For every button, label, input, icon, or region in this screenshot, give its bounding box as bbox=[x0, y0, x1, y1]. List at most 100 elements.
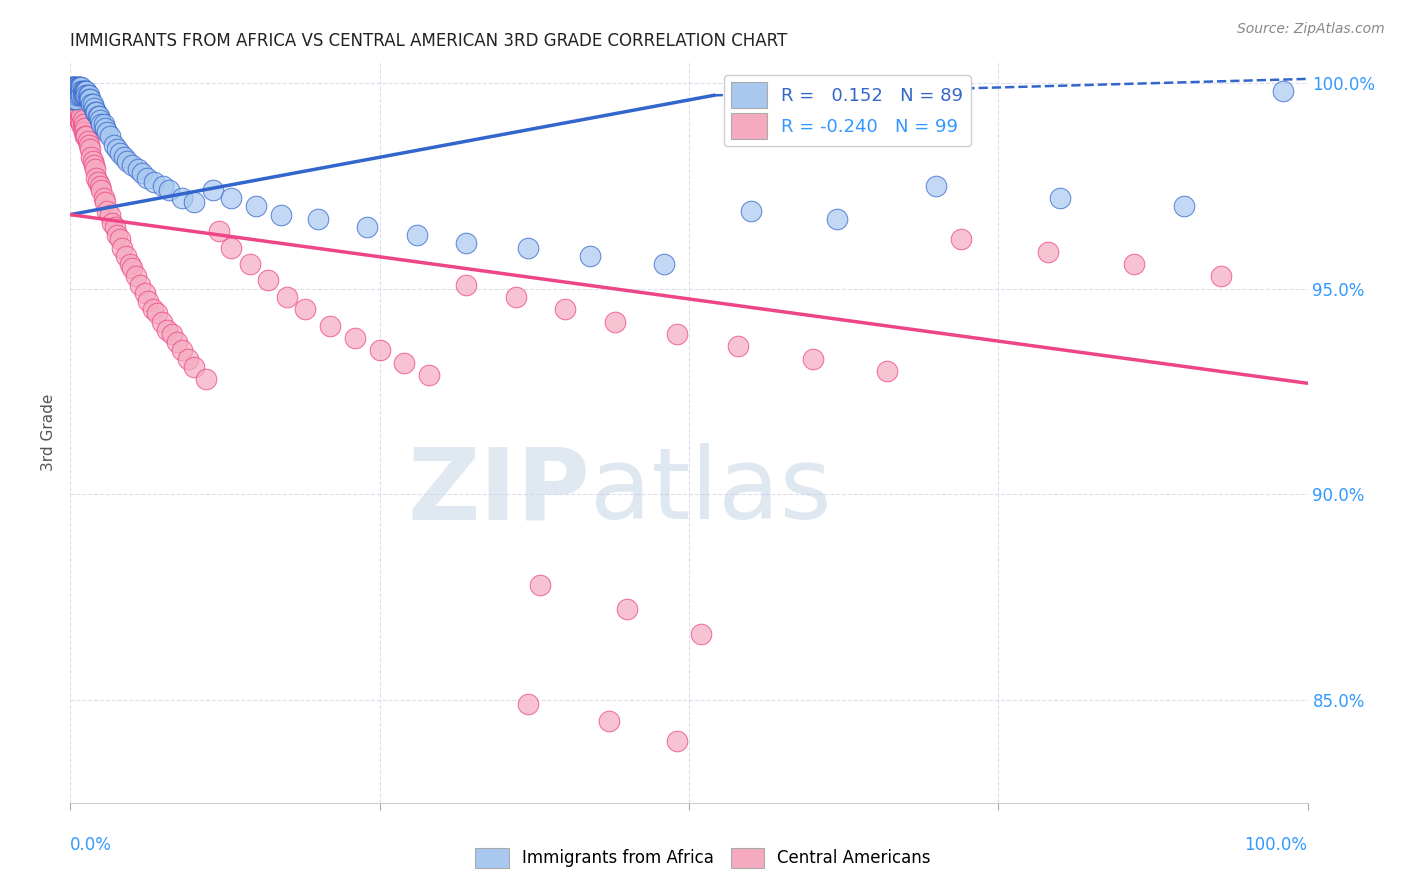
Point bbox=[65, 96, 87, 111]
Point bbox=[63, 80, 86, 95]
Point bbox=[62, 92, 84, 106]
Point bbox=[529, 578, 551, 592]
Point bbox=[76, 134, 98, 148]
Point bbox=[418, 368, 440, 382]
Point bbox=[690, 627, 713, 641]
Point bbox=[63, 88, 86, 103]
Point bbox=[93, 117, 115, 131]
Point bbox=[75, 88, 97, 103]
Point bbox=[73, 84, 96, 98]
Point bbox=[131, 167, 153, 181]
Point bbox=[69, 104, 91, 119]
Point bbox=[665, 326, 688, 341]
Point bbox=[456, 236, 478, 251]
Point bbox=[62, 88, 84, 103]
Text: atlas: atlas bbox=[591, 443, 831, 541]
Point bbox=[75, 84, 97, 98]
Point bbox=[160, 326, 183, 341]
Point bbox=[98, 129, 121, 144]
Point bbox=[65, 88, 87, 103]
Text: 0.0%: 0.0% bbox=[70, 836, 112, 855]
Point bbox=[65, 92, 87, 106]
Point bbox=[115, 154, 138, 169]
Point bbox=[69, 113, 91, 128]
Point bbox=[76, 88, 98, 103]
Point bbox=[103, 137, 125, 152]
Point bbox=[69, 84, 91, 98]
Point bbox=[86, 109, 108, 123]
Point bbox=[73, 125, 96, 139]
Point bbox=[128, 277, 150, 292]
Point bbox=[170, 343, 193, 358]
Point bbox=[70, 117, 93, 131]
Point bbox=[294, 302, 316, 317]
Point bbox=[170, 191, 193, 205]
Point bbox=[79, 92, 101, 106]
Point bbox=[63, 80, 86, 95]
Point bbox=[307, 211, 329, 226]
Point bbox=[67, 101, 90, 115]
Point bbox=[152, 178, 174, 193]
Point bbox=[108, 145, 131, 160]
Point bbox=[598, 714, 620, 728]
Point bbox=[65, 88, 87, 103]
Point bbox=[66, 96, 89, 111]
Point bbox=[70, 109, 93, 123]
Point bbox=[67, 113, 90, 128]
Point bbox=[60, 88, 83, 103]
Text: ZIP: ZIP bbox=[408, 443, 591, 541]
Point bbox=[208, 224, 231, 238]
Point bbox=[72, 113, 94, 128]
Point bbox=[65, 84, 87, 98]
Point bbox=[62, 84, 84, 98]
Text: 100.0%: 100.0% bbox=[1244, 836, 1308, 855]
Point bbox=[740, 203, 762, 218]
Point bbox=[66, 109, 89, 123]
Point bbox=[75, 129, 97, 144]
Point bbox=[62, 80, 84, 95]
Point bbox=[69, 88, 91, 103]
Point bbox=[62, 92, 84, 106]
Point bbox=[63, 92, 86, 106]
Point bbox=[65, 80, 87, 95]
Legend: R =   0.152   N = 89, R = -0.240   N = 99: R = 0.152 N = 89, R = -0.240 N = 99 bbox=[724, 75, 970, 146]
Point bbox=[239, 257, 262, 271]
Point bbox=[195, 372, 218, 386]
Point bbox=[115, 249, 138, 263]
Point bbox=[86, 175, 108, 189]
Point bbox=[89, 113, 111, 128]
Point bbox=[66, 84, 89, 98]
Point bbox=[80, 96, 103, 111]
Point bbox=[146, 306, 169, 320]
Point bbox=[368, 343, 391, 358]
Point bbox=[65, 84, 87, 98]
Text: IMMIGRANTS FROM AFRICA VS CENTRAL AMERICAN 3RD GRADE CORRELATION CHART: IMMIGRANTS FROM AFRICA VS CENTRAL AMERIC… bbox=[70, 32, 787, 50]
Point bbox=[876, 364, 898, 378]
Point bbox=[112, 150, 135, 164]
Point bbox=[142, 302, 165, 317]
Point bbox=[63, 96, 86, 111]
Point bbox=[62, 88, 84, 103]
Point bbox=[125, 269, 148, 284]
Point bbox=[84, 104, 107, 119]
Text: Source: ZipAtlas.com: Source: ZipAtlas.com bbox=[1237, 22, 1385, 37]
Point bbox=[79, 142, 101, 156]
Point bbox=[319, 318, 342, 333]
Point bbox=[69, 80, 91, 95]
Point bbox=[67, 80, 90, 95]
Point bbox=[82, 154, 104, 169]
Point bbox=[63, 84, 86, 98]
Point bbox=[157, 183, 180, 197]
Point bbox=[70, 88, 93, 103]
Point bbox=[177, 351, 200, 366]
Point bbox=[62, 84, 84, 98]
Point bbox=[96, 203, 118, 218]
Point bbox=[65, 80, 87, 95]
Point bbox=[727, 339, 749, 353]
Point bbox=[60, 80, 83, 95]
Point bbox=[111, 241, 134, 255]
Point bbox=[65, 84, 87, 98]
Point bbox=[136, 293, 159, 308]
Point bbox=[652, 257, 675, 271]
Point bbox=[90, 183, 112, 197]
